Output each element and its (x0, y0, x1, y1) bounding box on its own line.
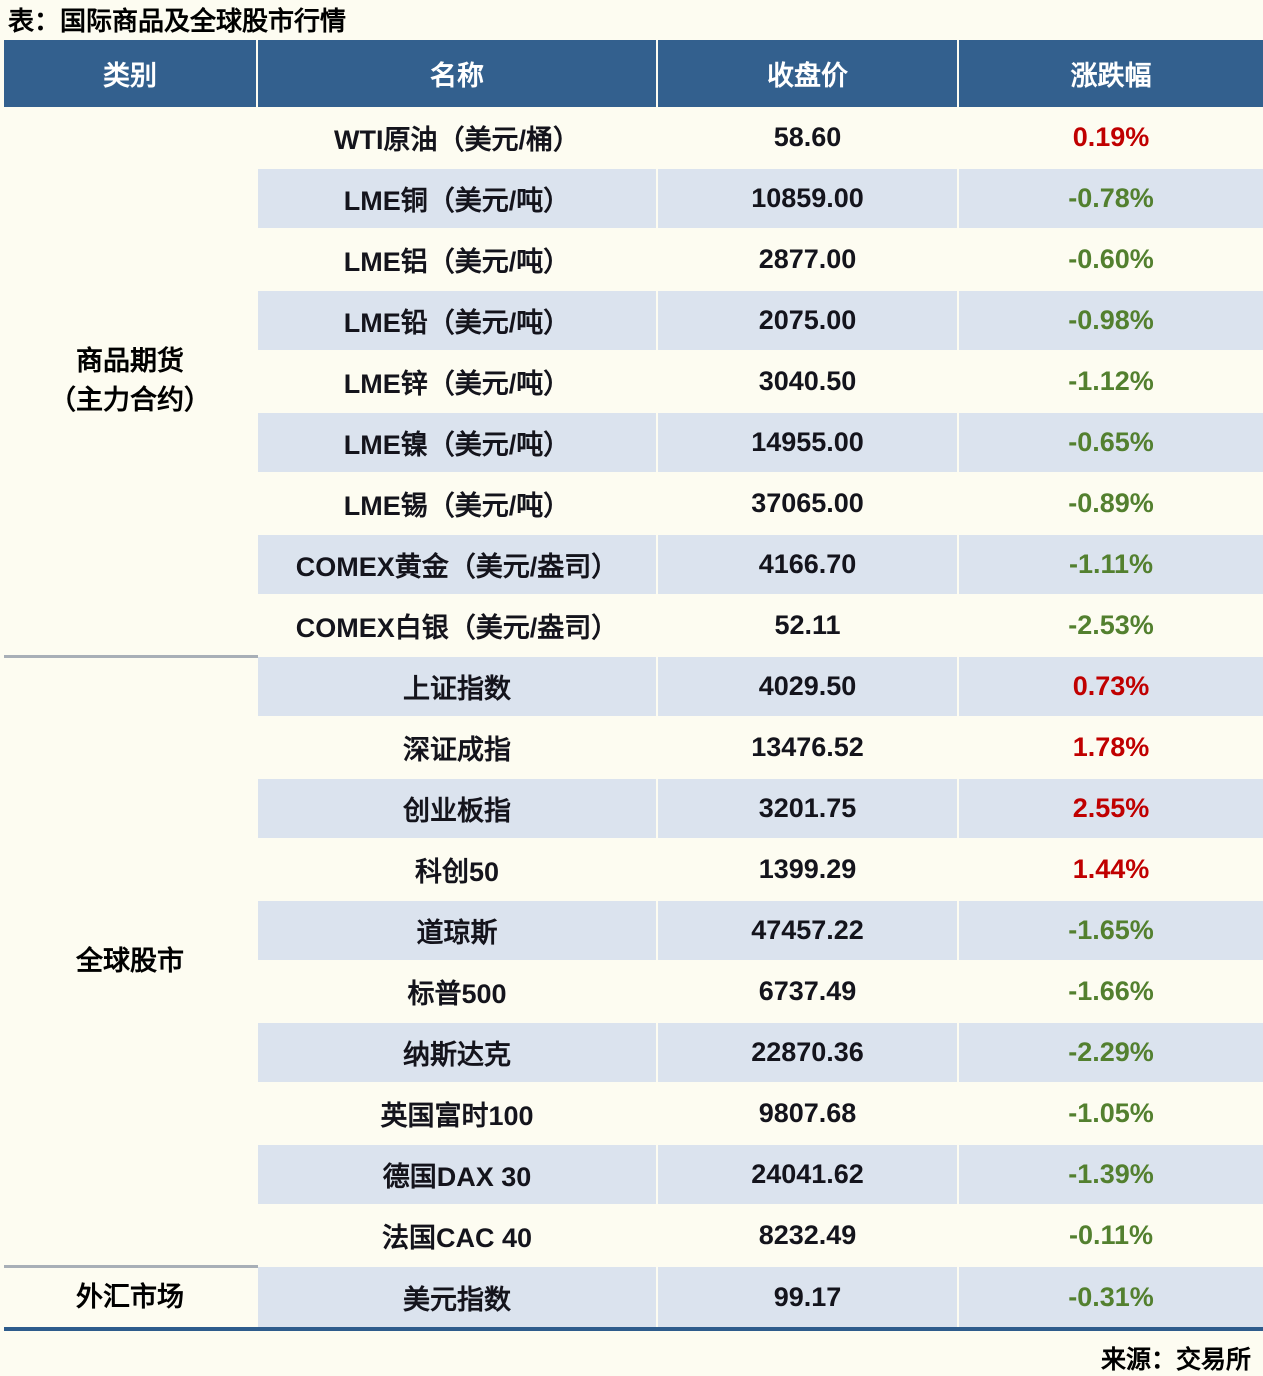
change-percent: -0.31% (958, 1266, 1263, 1327)
close-price: 2877.00 (657, 229, 959, 291)
change-percent: 0.19% (958, 107, 1263, 169)
close-price: 3201.75 (657, 778, 959, 840)
change-percent: -0.98% (958, 290, 1263, 352)
table-row: LME锡（美元/吨） 37065.00 -0.89% (4, 473, 1263, 535)
category-cell: 外汇市场 (4, 1264, 258, 1327)
table-row: LME铜（美元/吨） 10859.00 -0.78% (4, 168, 1263, 230)
close-price: 6737.49 (657, 961, 959, 1023)
table-row: COMEX黄金（美元/盎司） 4166.70 -1.11% (4, 534, 1263, 596)
close-price: 1399.29 (657, 839, 959, 901)
close-price: 58.60 (657, 107, 959, 169)
table-row: 商品期货 （主力合约） WTI原油（美元/桶） 58.60 0.19% (4, 107, 1263, 657)
close-price: 99.17 (657, 1266, 959, 1327)
change-percent: -1.11% (958, 534, 1263, 596)
change-percent: -2.53% (958, 595, 1263, 657)
close-price: 37065.00 (657, 473, 959, 535)
table-row: 纳斯达克 22870.36 -2.29% (4, 1022, 1263, 1084)
instrument-name: LME铜（美元/吨） (257, 168, 658, 230)
instrument-name: LME锌（美元/吨） (257, 351, 658, 413)
close-price: 47457.22 (657, 900, 959, 962)
instrument-name: 道琼斯 (257, 900, 658, 962)
table-body: 商品期货 （主力合约） WTI原油（美元/桶） 58.60 0.19% LME铜（美元/吨… (4, 107, 1263, 1327)
change-percent: -1.05% (958, 1083, 1263, 1145)
table-row: LME铝（美元/吨） 2877.00 -0.60% (4, 229, 1263, 291)
change-percent: -0.65% (958, 412, 1263, 474)
close-price: 9807.68 (657, 1083, 959, 1145)
page-title: 表：国际商品及全球股市行情 (8, 6, 347, 36)
market-table: 类别 名称 收盘价 涨跌幅 商品期货 （主力合约） WTI原油（美元/桶） 58.60… (4, 40, 1263, 1327)
instrument-name: COMEX黄金（美元/盎司） (257, 534, 658, 596)
table-row: 德国DAX 30 24041.62 -1.39% (4, 1144, 1263, 1206)
change-percent: 1.44% (958, 839, 1263, 901)
category-label: 外汇市场 (76, 1281, 184, 1312)
close-price: 24041.62 (657, 1144, 959, 1206)
change-percent: -0.60% (958, 229, 1263, 291)
close-price: 2075.00 (657, 290, 959, 352)
market-table-wrapper: 类别 名称 收盘价 涨跌幅 商品期货 （主力合约） WTI原油（美元/桶） 58.60… (4, 40, 1263, 1331)
close-price: 3040.50 (657, 351, 959, 413)
category-cell: 商品期货 （主力合约） (4, 107, 258, 657)
instrument-name: 标普500 (257, 961, 658, 1023)
table-row: COMEX白银（美元/盎司） 52.11 -2.53% (4, 595, 1263, 657)
close-price: 13476.52 (657, 717, 959, 779)
table-row: 全球股市 上证指数 4029.50 0.73% (4, 654, 1263, 1267)
table-row: 道琼斯 47457.22 -1.65% (4, 900, 1263, 962)
table-row: LME铅（美元/吨） 2075.00 -0.98% (4, 290, 1263, 352)
instrument-name: 德国DAX 30 (257, 1144, 658, 1206)
table-row: 法国CAC 40 8232.49 -0.11% (4, 1205, 1263, 1267)
category-label: （主力合约） (49, 384, 211, 415)
instrument-name: 上证指数 (257, 656, 658, 718)
header-change-percent: 涨跌幅 (958, 40, 1263, 107)
table-row: 外汇市场 美元指数 99.17 -0.31% (4, 1264, 1263, 1327)
change-percent: 0.73% (958, 656, 1263, 718)
close-price: 14955.00 (657, 412, 959, 474)
change-percent: -0.78% (958, 168, 1263, 230)
change-percent: -1.66% (958, 961, 1263, 1023)
table-row: 英国富时100 9807.68 -1.05% (4, 1083, 1263, 1145)
close-price: 10859.00 (657, 168, 959, 230)
category-label: 商品期货 (76, 345, 184, 376)
close-price: 8232.49 (657, 1205, 959, 1267)
instrument-name: LME铝（美元/吨） (257, 229, 658, 291)
change-percent: -1.39% (958, 1144, 1263, 1206)
instrument-name: 科创50 (257, 839, 658, 901)
table-row: LME镍（美元/吨） 14955.00 -0.65% (4, 412, 1263, 474)
table-row: 深证成指 13476.52 1.78% (4, 717, 1263, 779)
instrument-name: LME镍（美元/吨） (257, 412, 658, 474)
header-name: 名称 (257, 40, 658, 107)
instrument-name: 创业板指 (257, 778, 658, 840)
instrument-name: 深证成指 (257, 717, 658, 779)
category-cell: 全球股市 (4, 654, 258, 1267)
header-category: 类别 (4, 40, 258, 107)
close-price: 52.11 (657, 595, 959, 657)
change-percent: 1.78% (958, 717, 1263, 779)
instrument-name: LME锡（美元/吨） (257, 473, 658, 535)
source-note: 来源：交易所 (1100, 1346, 1251, 1374)
instrument-name: 美元指数 (257, 1266, 658, 1327)
category-label: 全球股市 (76, 945, 184, 976)
header-close-price: 收盘价 (657, 40, 959, 107)
close-price: 22870.36 (657, 1022, 959, 1084)
table-row: LME锌（美元/吨） 3040.50 -1.12% (4, 351, 1263, 413)
change-percent: 2.55% (958, 778, 1263, 840)
instrument-name: 纳斯达克 (257, 1022, 658, 1084)
close-price: 4166.70 (657, 534, 959, 596)
instrument-name: LME铅（美元/吨） (257, 290, 658, 352)
header-row: 类别 名称 收盘价 涨跌幅 (4, 40, 1263, 107)
table-row: 创业板指 3201.75 2.55% (4, 778, 1263, 840)
instrument-name: 法国CAC 40 (257, 1205, 658, 1267)
change-percent: -2.29% (958, 1022, 1263, 1084)
close-price: 4029.50 (657, 656, 959, 718)
instrument-name: COMEX白银（美元/盎司） (257, 595, 658, 657)
instrument-name: 英国富时100 (257, 1083, 658, 1145)
table-row: 标普500 6737.49 -1.66% (4, 961, 1263, 1023)
change-percent: -1.12% (958, 351, 1263, 413)
instrument-name: WTI原油（美元/桶） (257, 107, 658, 169)
table-row: 科创50 1399.29 1.44% (4, 839, 1263, 901)
change-percent: -0.11% (958, 1205, 1263, 1267)
change-percent: -1.65% (958, 900, 1263, 962)
change-percent: -0.89% (958, 473, 1263, 535)
